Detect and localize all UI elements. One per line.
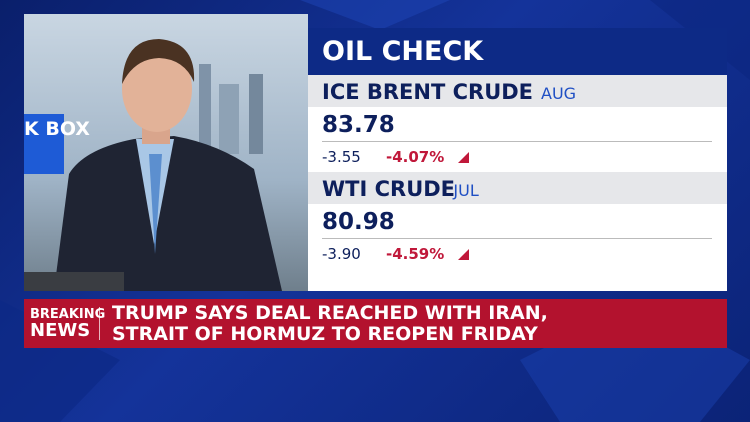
video-feed: K BOX xyxy=(24,14,308,291)
banner-label-bottom: NEWS xyxy=(30,320,91,341)
headline-line-2: STRAIT OF HORMUZ TO REOPEN FRIDAY xyxy=(112,323,538,345)
item-change: -3.90 xyxy=(322,245,361,263)
separator xyxy=(322,238,712,239)
item-price: 80.98 xyxy=(322,209,395,235)
item-change: -3.55 xyxy=(322,148,361,166)
breaking-banner: BREAKING NEWS TRUMP SAYS DEAL REACHED WI… xyxy=(24,299,727,348)
item-percent: -4.07% xyxy=(386,148,445,166)
down-arrow xyxy=(458,152,469,163)
item-percent: -4.59% xyxy=(386,245,445,263)
down-arrow xyxy=(458,249,469,260)
set-screen xyxy=(24,114,64,174)
anchor xyxy=(24,39,282,291)
item-month: JUL xyxy=(453,181,479,200)
panel: ICE BRENT CRUDE AUG 83.78 -3.55 -4.07% WTI CR… xyxy=(308,75,727,291)
item-price: 83.78 xyxy=(322,112,395,138)
item-name: ICE BRENT CRUDE xyxy=(322,80,534,104)
banner-label-top: BREAKING xyxy=(30,307,106,322)
item-month: AUG xyxy=(541,84,577,103)
panel-title: OIL CHECK xyxy=(308,28,727,75)
item-header xyxy=(308,75,727,107)
item-header xyxy=(308,172,727,204)
item-name: WTI CRUDE xyxy=(322,177,456,201)
headline-line-1: TRUMP SAYS DEAL REACHED WITH IRAN, xyxy=(112,302,548,324)
set-screen-text: K BOX xyxy=(24,118,90,140)
separator xyxy=(322,141,712,142)
